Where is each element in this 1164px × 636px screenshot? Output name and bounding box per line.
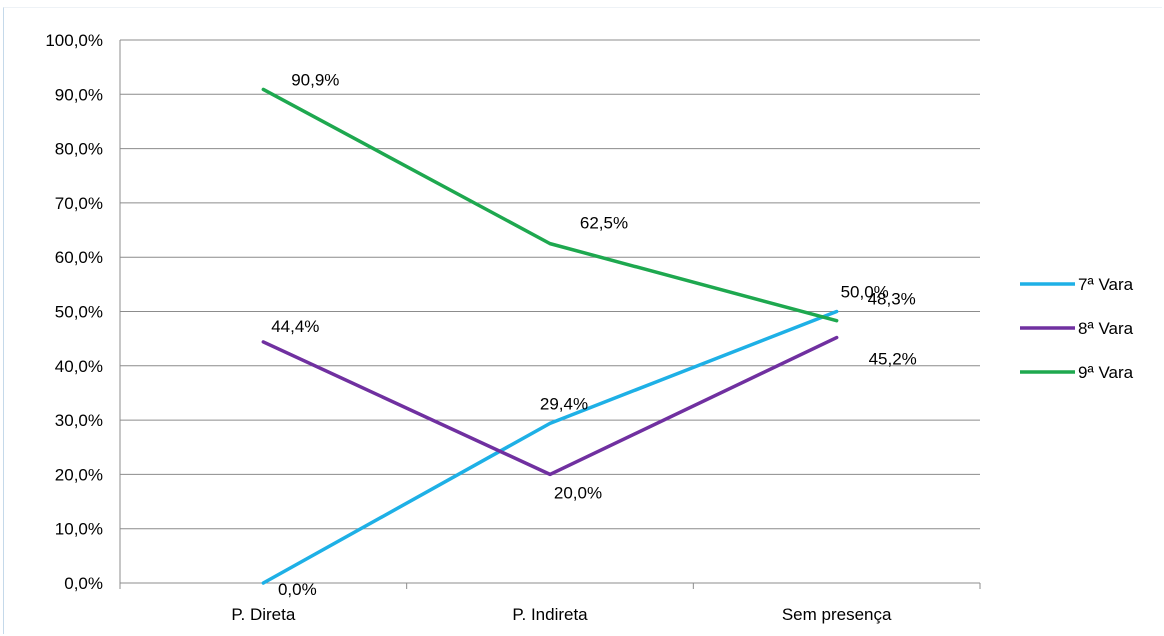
series-line-1	[261, 309, 839, 585]
y-tick-label: 40,0%	[55, 357, 103, 376]
x-tick-label: P. Direta	[231, 605, 295, 624]
chart-frame	[3, 7, 1162, 634]
data-label: 44,4%	[271, 317, 319, 336]
series-line-3	[261, 87, 839, 323]
gridlines	[119, 39, 980, 584]
y-axis-ticks: 0,0% 10,0% 20,0% 30,0% 40,0% 50,0% 60,0% 70,0% 8…	[45, 31, 103, 593]
series-lines	[261, 87, 839, 585]
data-label: 48,3%	[868, 290, 916, 309]
data-labels: 0,0% 29,4% 50,0% 44,4% 20,0% 45,2% 90,9% 62,5% 4…	[271, 70, 917, 599]
data-label: 62,5%	[580, 214, 628, 233]
data-label: 0,0%	[278, 580, 317, 599]
y-tick-label: 30,0%	[55, 411, 103, 430]
y-tick-label: 90,0%	[55, 85, 103, 104]
legend-label: 9ª Vara	[1078, 363, 1134, 382]
data-label: 20,0%	[554, 483, 602, 502]
y-tick-label: 20,0%	[55, 465, 103, 484]
y-tick-label: 50,0%	[55, 303, 103, 322]
y-tick-label: 10,0%	[55, 520, 103, 539]
data-label: 50,0%	[841, 283, 889, 302]
y-tick-label: 100,0%	[45, 31, 103, 50]
y-tick-label: 0,0%	[64, 574, 103, 593]
data-label: 45,2%	[869, 350, 917, 369]
x-tick-label: Sem presença	[782, 605, 892, 624]
y-tick-label: 70,0%	[55, 194, 103, 213]
data-label: 29,4%	[540, 394, 588, 413]
series-line-2	[261, 335, 839, 477]
legend-label: 8ª Vara	[1078, 319, 1134, 338]
data-label: 90,9%	[291, 70, 339, 89]
x-tick-label: P. Indireta	[512, 605, 588, 624]
legend: 7ª Vara 8ª Vara 9ª Vara	[1020, 275, 1134, 382]
legend-label: 7ª Vara	[1078, 275, 1134, 294]
y-tick-label: 60,0%	[55, 248, 103, 267]
x-axis-ticks: P. Direta P. Indireta Sem presença	[119, 583, 981, 624]
y-tick-label: 80,0%	[55, 140, 103, 159]
